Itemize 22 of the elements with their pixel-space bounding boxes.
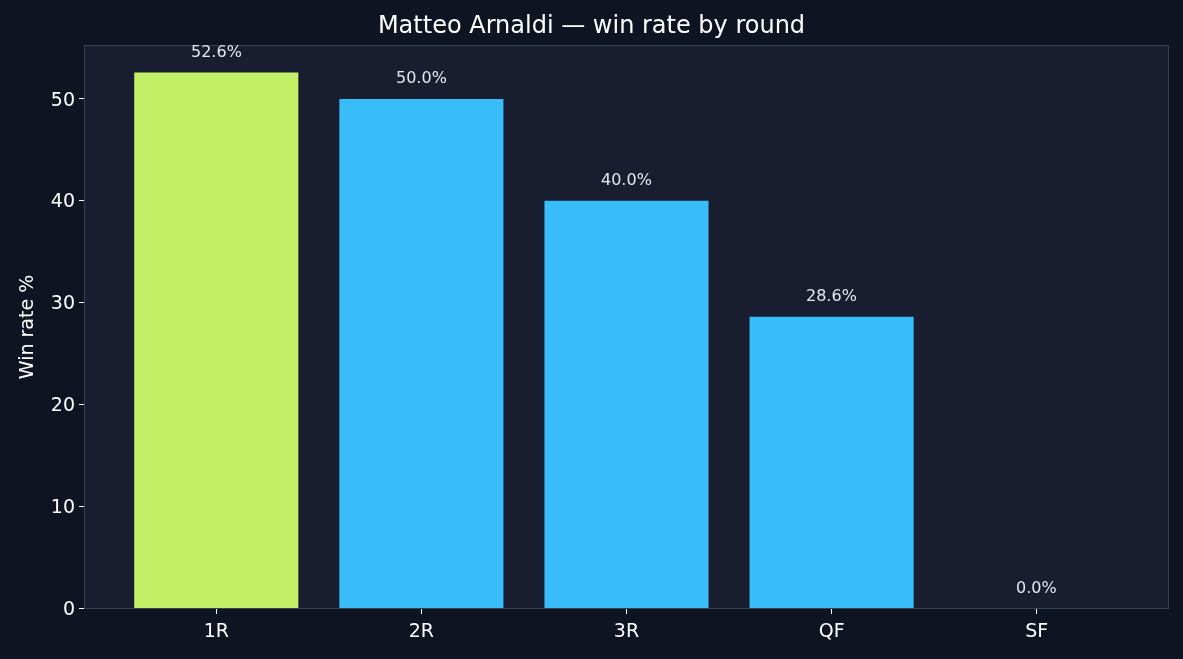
y-tick-label: 20: [50, 393, 76, 416]
data-label: 52.6%: [191, 42, 242, 61]
bar: [749, 316, 914, 608]
bar: [544, 200, 709, 608]
x-tick-label: 3R: [613, 618, 640, 641]
x-tick-label: QF: [818, 618, 845, 641]
x-tick-label: 2R: [408, 618, 435, 641]
chart-title: Matteo Arnaldi — win rate by round: [377, 11, 806, 40]
data-label: 50.0%: [396, 68, 447, 87]
y-axis-title: Win rate %: [14, 274, 37, 380]
y-tick-label: 40: [50, 189, 76, 212]
bar: [339, 98, 504, 608]
x-tick-label: 1R: [203, 618, 229, 641]
x-tick-label: SF: [1025, 618, 1049, 641]
data-label: 40.0%: [601, 170, 652, 189]
y-tick-label: 0: [62, 596, 76, 619]
y-tick-label: 30: [50, 291, 76, 314]
data-label: 0.0%: [1016, 578, 1057, 597]
y-tick-label: 50: [50, 87, 76, 110]
bar: [134, 72, 299, 608]
data-label: 28.6%: [806, 286, 857, 305]
y-tick-label: 10: [50, 494, 76, 517]
